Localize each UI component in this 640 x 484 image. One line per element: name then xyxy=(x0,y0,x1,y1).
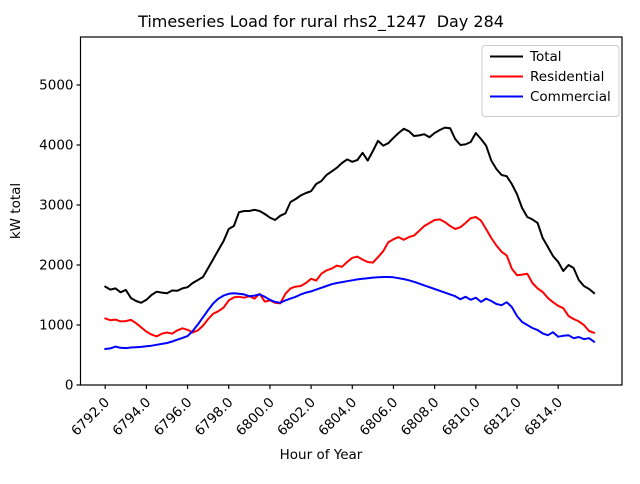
y-tick-label: 0 xyxy=(65,378,74,394)
x-tick-label: 6798.0 xyxy=(192,395,237,440)
legend-label-total: Total xyxy=(529,49,562,65)
y-tick-label: 3000 xyxy=(39,198,73,214)
x-tick-label: 6804.0 xyxy=(315,395,360,440)
x-tick-label: 6814.0 xyxy=(521,395,566,440)
x-tick-label: 6810.0 xyxy=(439,395,484,440)
legend-label-commercial: Commercial xyxy=(530,89,611,105)
x-tick-label: 6796.0 xyxy=(151,395,196,440)
legend: Total Residential Commercial xyxy=(481,45,620,117)
series-line-total xyxy=(104,126,596,304)
legend-label-residential: Residential xyxy=(530,69,604,85)
y-tick-label: 1000 xyxy=(39,318,73,334)
chart-title: Timeseries Load for rural rhs2_1247 Day … xyxy=(137,12,504,32)
y-tick-label: 5000 xyxy=(39,78,73,94)
y-tick-label: 4000 xyxy=(39,138,73,154)
y-tick-label: 2000 xyxy=(39,258,73,274)
x-tick-label: 6792.0 xyxy=(68,395,113,440)
x-tick-label: 6812.0 xyxy=(480,395,525,440)
x-axis-label: Hour of Year xyxy=(280,447,363,463)
plot-border xyxy=(79,36,623,386)
x-tick-label: 6808.0 xyxy=(398,395,443,440)
x-tick-label: 6802.0 xyxy=(274,395,319,440)
series-line-commercial xyxy=(104,276,596,350)
y-axis-label: kW total xyxy=(8,183,24,239)
legend-box xyxy=(481,45,620,117)
series-line-residential xyxy=(104,216,596,338)
x-tick-label: 6800.0 xyxy=(233,395,278,440)
x-tick-label: 6806.0 xyxy=(357,395,402,440)
x-tick-label: 6794.0 xyxy=(110,395,155,440)
